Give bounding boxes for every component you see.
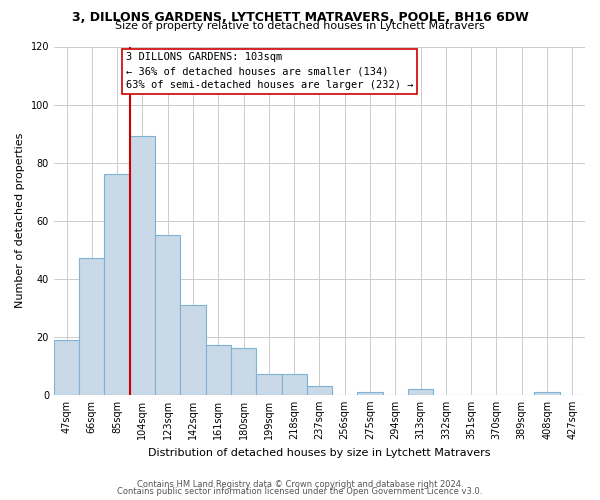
Bar <box>535 392 560 395</box>
Bar <box>307 386 332 395</box>
Bar <box>256 374 281 395</box>
Bar <box>79 258 104 395</box>
Bar <box>206 346 231 395</box>
Bar <box>181 305 206 395</box>
Bar <box>281 374 307 395</box>
Text: Contains HM Land Registry data © Crown copyright and database right 2024.: Contains HM Land Registry data © Crown c… <box>137 480 463 489</box>
Bar <box>358 392 383 395</box>
Bar <box>130 136 155 395</box>
Text: 3 DILLONS GARDENS: 103sqm
← 36% of detached houses are smaller (134)
63% of semi: 3 DILLONS GARDENS: 103sqm ← 36% of detac… <box>126 52 413 90</box>
Y-axis label: Number of detached properties: Number of detached properties <box>15 133 25 308</box>
Bar <box>155 235 181 395</box>
Text: 3, DILLONS GARDENS, LYTCHETT MATRAVERS, POOLE, BH16 6DW: 3, DILLONS GARDENS, LYTCHETT MATRAVERS, … <box>71 11 529 24</box>
Bar <box>231 348 256 395</box>
Text: Contains public sector information licensed under the Open Government Licence v3: Contains public sector information licen… <box>118 487 482 496</box>
Bar <box>54 340 79 395</box>
Text: Size of property relative to detached houses in Lytchett Matravers: Size of property relative to detached ho… <box>115 21 485 31</box>
X-axis label: Distribution of detached houses by size in Lytchett Matravers: Distribution of detached houses by size … <box>148 448 491 458</box>
Bar <box>104 174 130 395</box>
Bar <box>408 389 433 395</box>
